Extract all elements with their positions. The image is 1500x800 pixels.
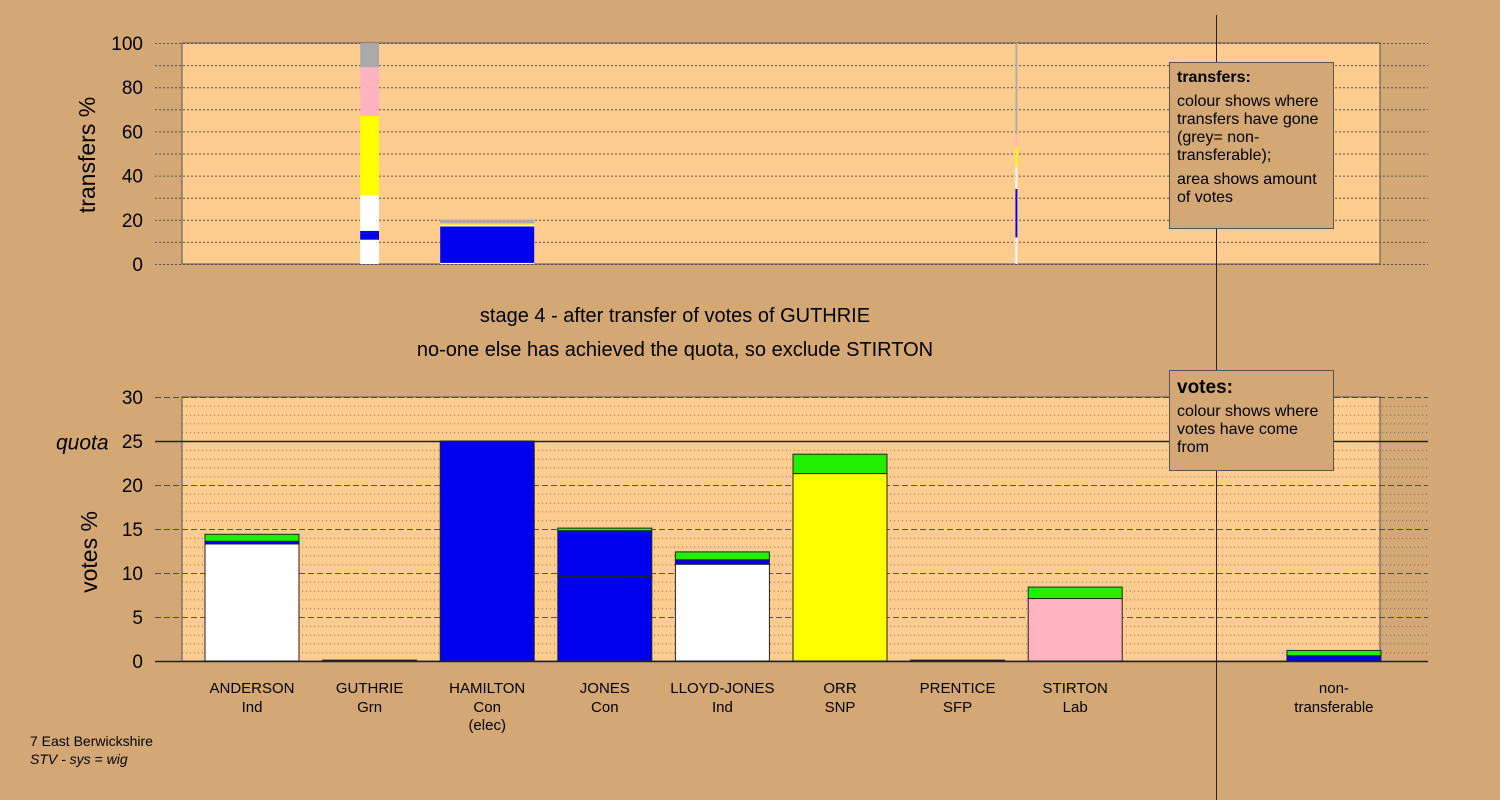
transfer-segment-prentice-to-jones — [1015, 188, 1018, 238]
transfer-segment-prentice-to-anderson — [1015, 237, 1018, 264]
vote-segment-stirton — [1027, 586, 1123, 600]
vote-segment-jones — [557, 576, 653, 662]
transfers-y-tick-label: 40 — [122, 167, 143, 188]
footer: 7 East Berwickshire STV - sys = wig — [30, 732, 153, 768]
transfers-y-tick-label: 60 — [122, 122, 143, 143]
transfer-segment-guthrie-to-stirton — [360, 67, 379, 116]
vote-segment-stirton — [1027, 598, 1123, 662]
transfers-y-tick-label: 80 — [122, 78, 143, 99]
votes-legend-colour-text: colour shows where votes have come from — [1177, 403, 1319, 456]
category-label-name: JONES — [580, 680, 630, 697]
transfers-legend: transfers: colour shows where transfers … — [1169, 62, 1334, 229]
vote-segment-lloydjones — [674, 551, 770, 561]
transfers-legend-area-text: area shows amount of votes — [1177, 171, 1317, 206]
transfer-segment-guthrie-to-non-transferable — [360, 43, 379, 68]
category-label-party: Lab — [1063, 699, 1088, 716]
transfer-segment-prentice-to-orr — [1015, 146, 1018, 167]
category-label-party: Con — [473, 699, 501, 716]
transfers-legend-colour-text: colour shows where transfers have gone (… — [1177, 93, 1319, 164]
category-label-party: SFP — [943, 699, 972, 716]
category-label-note: (elec) — [468, 717, 506, 734]
constituency-label: 7 East Berwickshire — [30, 733, 153, 749]
votes-y-tick-label: 0 — [132, 652, 143, 673]
votes-legend: votes: colour shows where votes have com… — [1169, 370, 1334, 471]
transfer-segment-guthrie-to-lloyd-jones — [360, 195, 379, 231]
category-label-party: Ind — [712, 699, 733, 716]
transfers-y-tick-label: 0 — [132, 255, 143, 276]
votes-y-axis-label: votes % — [76, 511, 102, 593]
category-label-party: Con — [591, 699, 619, 716]
transfer-segment-prentice-to-non-transferable — [1015, 43, 1018, 134]
transfer-segment-hamilton-to-non-transferable — [440, 219, 535, 224]
votes-y-tick-label: 25 — [122, 432, 143, 453]
category-label-name: ORR — [823, 680, 857, 697]
transfer-segment-hamilton-to-anderson — [440, 262, 535, 264]
stage-caption: stage 4 - after transfer of votes of GUT… — [479, 305, 871, 327]
transfers-y-tick-label: 100 — [111, 34, 143, 55]
action-caption: no-one else has achieved the quota, so e… — [416, 339, 934, 361]
transfer-segment-prentice-to-stirton — [1015, 133, 1018, 147]
transfer-segment-hamilton-to-jones — [440, 226, 535, 263]
category-label-name: STIRTON — [1043, 680, 1108, 697]
transfers-y-axis-label: transfers % — [74, 97, 100, 213]
transfer-segment-guthrie-to-orr — [360, 115, 379, 196]
quota-label: quota — [56, 432, 109, 455]
vote-segment-orr — [792, 473, 888, 662]
category-label-party: SNP — [825, 699, 856, 716]
transfer-segment-prentice-to-lloyd-jones — [1015, 166, 1018, 189]
category-label-party: Ind — [242, 699, 263, 716]
vote-segment-lloydjones — [674, 563, 770, 662]
votes-legend-title: votes: — [1177, 377, 1233, 398]
transfers-y-tick-label: 20 — [122, 211, 143, 232]
vote-segment-hamilton — [439, 440, 535, 662]
transfer-segment-guthrie-to-jones — [360, 230, 379, 234]
category-label-name: GUTHRIE — [336, 680, 404, 697]
votes-y-tick-label: 5 — [132, 608, 143, 629]
category-label-name: non- — [1319, 680, 1349, 697]
vote-segment-jones — [557, 527, 653, 532]
category-label-name: HAMILTON — [449, 680, 525, 697]
votes-y-tick-label: 20 — [122, 476, 143, 497]
transfer-segment-hamilton-to-orr — [440, 224, 535, 226]
transfer-segment-hamilton-to-stirton — [440, 223, 535, 225]
vote-segment-orr — [792, 453, 888, 475]
transfers-legend-title: transfers: — [1177, 69, 1251, 86]
vote-segment-non — [1286, 649, 1382, 657]
vote-segment-jones — [557, 530, 653, 578]
system-label: STV - sys = wig — [30, 751, 128, 767]
vote-segment-lloydjones — [674, 559, 770, 565]
transfer-segment-hamilton-to-lloyd-jones — [440, 225, 535, 227]
category-label-name: PRENTICE — [920, 680, 996, 697]
vote-segment-anderson — [204, 543, 300, 662]
votes-y-tick-label: 15 — [122, 520, 143, 541]
category-label-name: LLOYD-JONES — [670, 680, 774, 697]
transfer-segment-guthrie-to-anderson — [360, 239, 379, 264]
vote-segment-anderson — [204, 533, 300, 542]
category-label-party: transferable — [1294, 699, 1373, 716]
transfer-segment-guthrie-to-hamilton — [360, 233, 379, 240]
category-label-name: ANDERSON — [209, 680, 294, 697]
votes-y-tick-label: 30 — [122, 388, 143, 409]
votes-y-tick-label: 10 — [122, 564, 143, 585]
vote-segment-non — [1286, 655, 1382, 662]
category-label-party: Grn — [357, 699, 382, 716]
